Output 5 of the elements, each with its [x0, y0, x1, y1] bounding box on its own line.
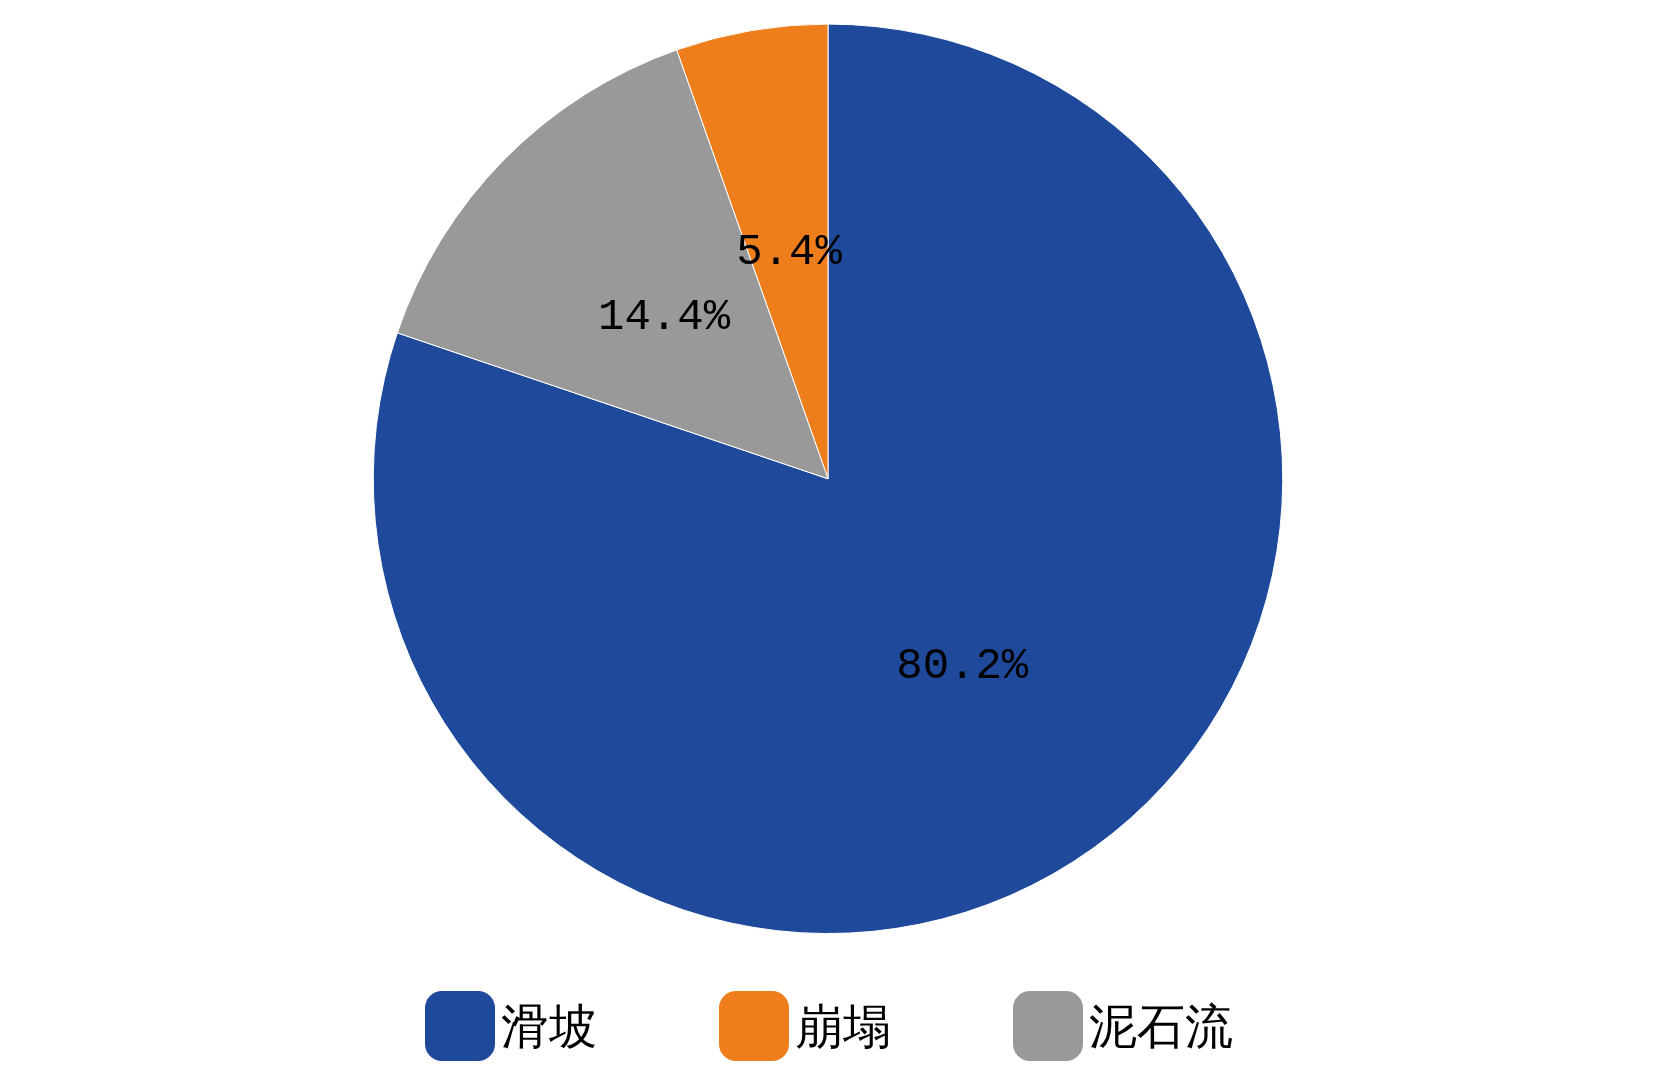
legend-label: 崩塌	[795, 998, 891, 1054]
legend-label: 泥石流	[1089, 998, 1233, 1054]
data-label: 14.4%	[598, 291, 731, 342]
data-label: 80.2%	[896, 641, 1029, 692]
legend-label: 滑坡	[501, 998, 597, 1054]
